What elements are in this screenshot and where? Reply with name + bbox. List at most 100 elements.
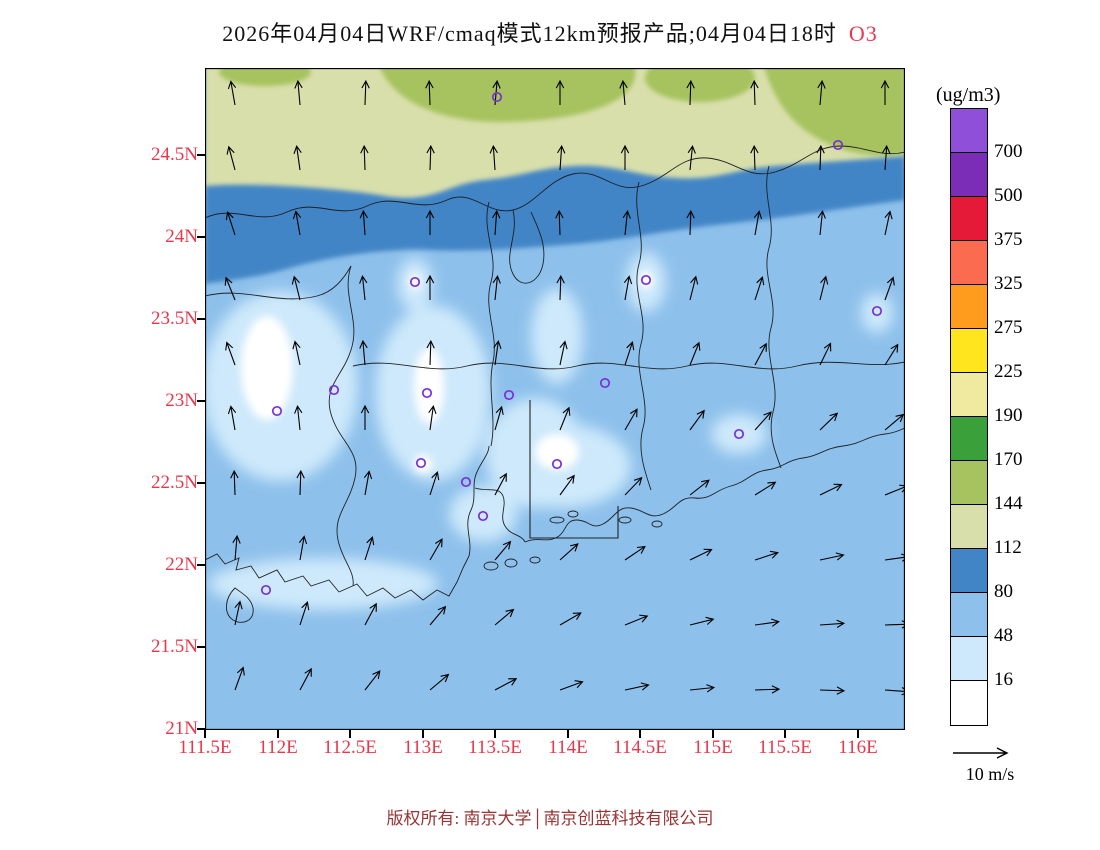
wind-arrow-icon bbox=[359, 209, 368, 236]
colorbar-segment bbox=[951, 197, 987, 241]
colorbar-segment bbox=[951, 681, 987, 725]
wind-arrow-icon bbox=[429, 538, 443, 561]
lon-tick-mark bbox=[204, 730, 206, 738]
wind-arrow-icon bbox=[754, 342, 767, 366]
colorbar-value-label: 375 bbox=[994, 229, 1023, 250]
west-coastline bbox=[205, 553, 470, 601]
wind-arrow-icon bbox=[232, 534, 241, 561]
wind-arrow-icon bbox=[754, 550, 779, 561]
colorbar-segment bbox=[951, 461, 987, 505]
station-marker bbox=[599, 377, 611, 389]
wind-arrow-icon bbox=[884, 210, 893, 236]
wind-arrow-icon bbox=[425, 274, 435, 300]
station-marker bbox=[871, 305, 883, 317]
wind-arrow-icon bbox=[294, 404, 303, 431]
lon-tick-label: 116E bbox=[838, 737, 878, 758]
wind-arrow-icon bbox=[622, 209, 631, 236]
colorbar-value-label: 80 bbox=[994, 581, 1013, 602]
colorbar-segment bbox=[951, 637, 987, 681]
lon-tick-mark bbox=[422, 730, 424, 738]
wind-arrow-icon bbox=[234, 666, 245, 691]
wind-arrow-icon bbox=[494, 405, 504, 431]
lon-tick-label: 111.5E bbox=[178, 737, 232, 758]
wind-arrow-icon bbox=[686, 209, 695, 236]
wind-arrow-icon bbox=[817, 209, 826, 236]
wind-arrow-icon bbox=[234, 600, 243, 626]
wind-arrow-icon bbox=[555, 209, 564, 236]
lat-tick-mark bbox=[197, 400, 205, 402]
colorbar-segment bbox=[951, 241, 987, 285]
reference-arrow-icon bbox=[953, 747, 1009, 759]
wind-arrow-icon bbox=[360, 404, 370, 430]
wind-arrow-icon bbox=[364, 536, 375, 561]
station-marker bbox=[409, 276, 421, 288]
lat-tick-label: 21N bbox=[165, 718, 198, 739]
colorbar-value-label: 16 bbox=[994, 669, 1013, 690]
wind-arrow-icon bbox=[559, 474, 575, 496]
map-svg bbox=[205, 68, 905, 730]
wind-arrow-icon bbox=[689, 341, 701, 366]
station-marker-layer bbox=[260, 91, 883, 596]
wind-scale-arrow bbox=[953, 747, 1009, 759]
lon-tick-mark bbox=[857, 730, 859, 738]
wind-arrow-icon bbox=[425, 79, 434, 106]
colorbar-segment bbox=[951, 329, 987, 373]
wind-arrow-icon bbox=[624, 614, 649, 626]
wind-arrow-icon bbox=[494, 472, 507, 496]
lon-tick-label: 114.5E bbox=[613, 737, 667, 758]
station-marker bbox=[733, 428, 745, 440]
wind-arrow-icon bbox=[754, 481, 777, 496]
wind-arrow-icon bbox=[361, 79, 370, 106]
wind-arrow-icon bbox=[429, 673, 450, 691]
wind-arrow-icon bbox=[624, 341, 635, 366]
wind-arrow-icon bbox=[493, 340, 502, 366]
map-plot bbox=[205, 68, 905, 730]
wind-arrow-icon bbox=[429, 471, 440, 496]
wind-arrow-icon bbox=[880, 79, 890, 105]
wind-arrow-icon bbox=[819, 275, 829, 301]
lat-tick-mark bbox=[197, 728, 205, 730]
colorbar-value-label: 700 bbox=[994, 141, 1023, 162]
wind-arrow-icon bbox=[364, 670, 381, 691]
wind-arrow-icon bbox=[359, 274, 368, 301]
wind-arrow-icon bbox=[754, 276, 765, 301]
wind-arrow-icon bbox=[555, 79, 565, 105]
station-marker bbox=[491, 91, 503, 103]
wind-arrow-icon bbox=[884, 276, 895, 301]
wind-arrow-icon bbox=[882, 144, 891, 171]
wind-arrow-icon bbox=[428, 405, 437, 431]
east-coastline bbox=[524, 427, 905, 543]
wind-arrow-icon bbox=[623, 275, 633, 301]
lon-tick-mark bbox=[277, 730, 279, 738]
wind-arrow-icon bbox=[686, 79, 695, 106]
lon-tick-mark bbox=[712, 730, 714, 738]
wind-arrow-icon bbox=[291, 275, 301, 301]
wind-arrow-icon bbox=[620, 144, 630, 170]
lat-tick-label: 21.5N bbox=[151, 636, 198, 657]
lon-tick-mark bbox=[639, 730, 641, 738]
lon-tick-label: 112E bbox=[258, 737, 298, 758]
wind-arrow-icon bbox=[494, 608, 515, 626]
wind-arrow-icon bbox=[227, 405, 237, 431]
lon-tick-label: 115E bbox=[693, 737, 733, 758]
wind-vector-layer bbox=[224, 79, 905, 696]
wind-arrow-icon bbox=[750, 79, 759, 106]
wind-arrow-icon bbox=[884, 484, 905, 496]
station-marker bbox=[260, 584, 272, 596]
lon-tick-label: 113E bbox=[403, 737, 443, 758]
wind-arrow-icon bbox=[296, 469, 305, 496]
colorbar-value-label: 48 bbox=[994, 625, 1013, 646]
wind-arrow-icon bbox=[492, 274, 501, 301]
wind-arrow-icon bbox=[624, 408, 638, 431]
wind-arrow-icon bbox=[224, 276, 236, 301]
wind-arrow-icon bbox=[689, 409, 705, 431]
station-marker bbox=[640, 274, 652, 286]
lon-tick-label: 114E bbox=[548, 737, 588, 758]
wind-arrow-icon bbox=[754, 685, 781, 694]
wind-arrow-icon bbox=[754, 411, 772, 431]
wind-arrow-icon bbox=[619, 79, 628, 106]
wind-arrow-icon bbox=[819, 552, 845, 561]
lon-tick-mark bbox=[494, 730, 496, 738]
station-marker bbox=[551, 458, 563, 470]
wind-arrow-icon bbox=[819, 412, 839, 431]
